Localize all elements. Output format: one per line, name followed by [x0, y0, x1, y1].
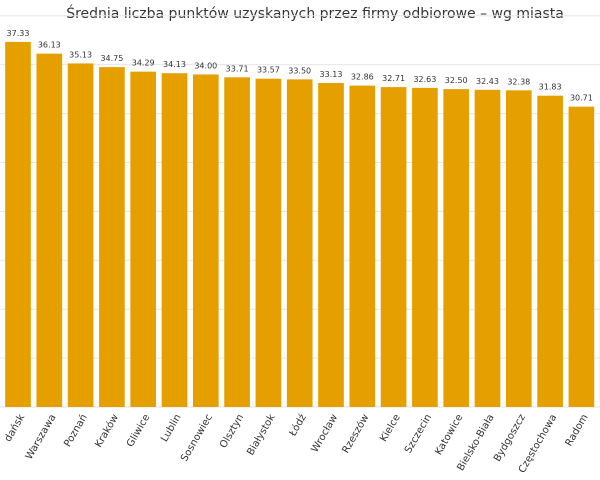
bar: [224, 77, 250, 408]
value-label: 32.63: [413, 75, 436, 84]
value-label: 33.71: [226, 64, 249, 73]
x-tick-label: dańsk: [2, 412, 27, 444]
x-tick-label: Sosnowiec: [179, 413, 215, 464]
x-tick-label: Rzeszów: [340, 412, 372, 455]
value-label: 34.00: [194, 61, 217, 70]
bar: [161, 73, 188, 407]
x-tick-label: Gliwice: [125, 413, 152, 450]
value-label: 34.13: [163, 60, 186, 69]
chart-title: Średnia liczba punktów uzyskanych przez …: [66, 4, 564, 22]
value-label: 33.50: [288, 66, 311, 75]
value-label: 37.33: [7, 29, 30, 38]
x-tick-label: Szczecin: [403, 413, 434, 456]
value-label: 32.38: [507, 77, 530, 86]
value-label: 30.71: [570, 94, 593, 103]
bar: [36, 53, 63, 407]
value-label: 32.71: [382, 74, 405, 83]
x-tick-label: Lublin: [159, 413, 184, 444]
value-label: 32.86: [351, 73, 374, 82]
bar: [130, 71, 157, 407]
bar: [380, 87, 407, 407]
bar: [537, 95, 563, 407]
bar: [67, 63, 94, 407]
x-tick-label: Kraków: [92, 412, 121, 450]
value-label: 32.50: [445, 76, 468, 85]
bar: [255, 78, 282, 408]
x-tick-label: Bydgoszcz: [492, 413, 528, 464]
x-tick-label: Warszawa: [24, 413, 59, 462]
x-tick-label: Łódź: [286, 412, 309, 439]
x-tick-label: Białystok: [245, 412, 277, 457]
x-tick-label: Radom: [564, 413, 591, 449]
value-label: 34.75: [100, 54, 123, 63]
value-label: 35.13: [69, 50, 92, 59]
x-tick-label: Kielce: [378, 413, 402, 444]
bar: [192, 74, 219, 408]
x-tick-label: Olsztyn: [218, 413, 246, 451]
bar: [99, 67, 125, 407]
x-tick-label: Poznań: [61, 412, 89, 449]
value-label: 32.43: [476, 77, 499, 86]
value-label: 33.57: [257, 66, 280, 75]
bar: [286, 79, 313, 407]
x-tick-label: Wrocław: [310, 413, 341, 455]
bar: [412, 87, 438, 408]
value-label: 33.13: [320, 70, 343, 79]
bar: [318, 82, 344, 407]
bar: [349, 85, 376, 408]
bar: [5, 41, 31, 408]
bar: [474, 89, 501, 407]
value-label: 36.13: [38, 41, 61, 50]
x-tick-label: Katowice: [433, 413, 465, 458]
bar: [568, 106, 595, 407]
bar: [505, 90, 532, 408]
value-label: 31.83: [539, 83, 562, 92]
bar: [443, 89, 470, 407]
value-label: 34.29: [132, 59, 155, 68]
